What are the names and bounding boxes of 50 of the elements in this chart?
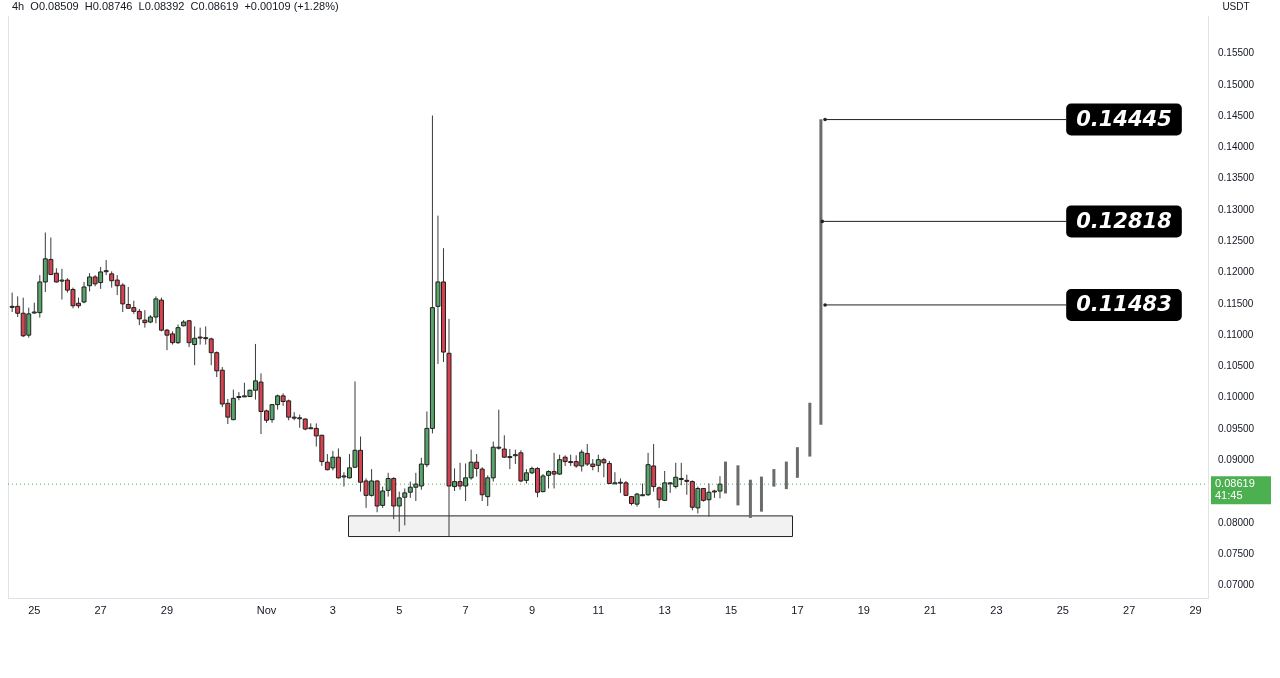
y-tick-label: 0.08000	[1218, 516, 1255, 528]
bar	[795, 447, 799, 478]
y-tick-label: 0.11000	[1218, 328, 1254, 340]
x-tick-label: 27	[1123, 603, 1136, 616]
x-tick-label: 7	[462, 603, 469, 616]
y-tick-label: 0.14000	[1218, 141, 1255, 153]
x-tick-label: 21	[923, 603, 937, 616]
y-tick-label: 0.09000	[1218, 454, 1255, 466]
annotation: 0.12818	[1076, 208, 1172, 233]
y-tick-label: 0.12000	[1218, 266, 1255, 278]
y-tick-label: 0.10500	[1218, 360, 1255, 372]
chart-title: 4h O0.08509 H0.08746 L0.08392 C0.08619 +0.00109 (+1.28%)	[12, 0, 339, 12]
y-tick-label: 0.14500	[1218, 109, 1255, 121]
x-tick-label: 27	[94, 603, 107, 616]
bar	[736, 465, 740, 506]
y-tick-label: 0.10000	[1218, 391, 1255, 403]
x-tick-label: 9	[528, 603, 536, 616]
x-tick-label: 25	[28, 603, 41, 616]
x-tick-label: Nov	[256, 603, 277, 616]
x-tick-label: 11	[592, 603, 605, 616]
annotation: 0.14445	[1076, 107, 1172, 132]
bar	[772, 469, 776, 487]
y-tick-label: 0.07500	[1218, 547, 1255, 559]
y-tick-label: 0.15500	[1218, 47, 1255, 59]
annotation: 0.11483	[1076, 292, 1172, 317]
x-tick-label: 23	[990, 603, 1003, 616]
bar	[819, 119, 823, 425]
x-tick-label: 29	[160, 603, 174, 616]
bar	[724, 461, 728, 494]
y-tick-label: 0.07000	[1218, 579, 1255, 591]
bar	[748, 479, 752, 518]
y-tick-label: 0.13000	[1218, 203, 1255, 215]
bar	[759, 476, 763, 512]
x-tick-label: 13	[658, 603, 671, 616]
x-tick-label: 15	[724, 603, 738, 616]
x-tick-label: 29	[1189, 603, 1202, 616]
y-tick-label: 0.12500	[1218, 235, 1255, 247]
x-tick-label: 3	[329, 603, 336, 616]
y-tick-label: 0.09500	[1218, 422, 1255, 434]
y-tick-label: 0.15000	[1218, 78, 1255, 90]
y-tick-label: 0.13500	[1218, 172, 1255, 184]
x-tick-label: 17	[791, 603, 804, 616]
x-tick-label: 5	[396, 603, 403, 616]
ref-line-label: 0.08619 41:45	[1215, 476, 1255, 501]
bar	[808, 402, 812, 457]
x-tick-label: 19	[857, 603, 870, 616]
bar	[784, 461, 788, 490]
x-tick-label: 25	[1056, 603, 1069, 616]
y-axis-title: USDT	[1221, 1, 1251, 12]
y-tick-label: 0.11500	[1218, 297, 1254, 309]
